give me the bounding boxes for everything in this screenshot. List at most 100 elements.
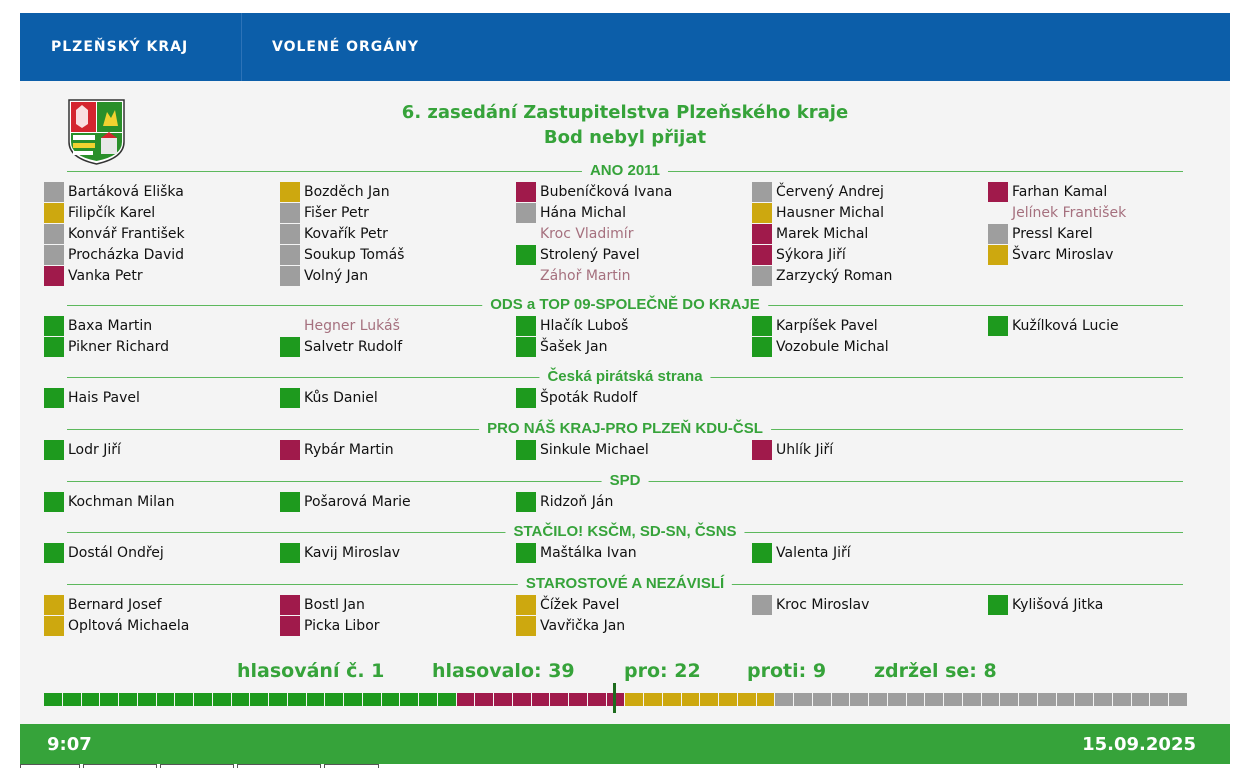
member-name: Bubeníčková Ivana: [540, 184, 673, 200]
member-row: Hlačík Luboš: [516, 316, 628, 336]
vote-bar-segment: [719, 693, 737, 706]
vote-bar-segment: [925, 693, 943, 706]
vote-indicator: [752, 182, 772, 202]
vote-indicator: [516, 492, 536, 512]
vote-bar-segment: [1075, 693, 1093, 706]
member-row: Fišer Petr: [280, 203, 369, 223]
vote-bar-segment: [437, 693, 456, 706]
party-header: ANO 2011: [67, 161, 1183, 181]
vote-bar-segment: [512, 693, 531, 706]
member-row: Hausner Michal: [752, 203, 884, 223]
nav-item-volene-organy[interactable]: VOLENÉ ORGÁNY: [272, 39, 419, 55]
vote-indicator: [44, 388, 64, 408]
member-name: Valenta Jiří: [776, 545, 851, 561]
bottom-tab[interactable]: [20, 764, 80, 768]
nav-item-plzensky-kraj[interactable]: PLZEŇSKÝ KRAJ: [20, 13, 242, 81]
vote-indicator: [516, 224, 536, 244]
vote-bar-segment: [175, 693, 193, 706]
member-name: Kavij Miroslav: [304, 545, 401, 561]
bottom-tab[interactable]: [324, 764, 379, 768]
vote-bar-segment: [775, 693, 793, 706]
member-name: Pressl Karel: [1012, 226, 1093, 242]
member-row: Soukup Tomáš: [280, 245, 404, 265]
vote-bar-segment: [269, 693, 287, 706]
member-row: Rybár Martin: [280, 440, 394, 460]
vote-indicator: [516, 337, 536, 357]
vote-indicator: [752, 440, 772, 460]
vote-indicator: [280, 245, 300, 265]
vote-indicator: [280, 266, 300, 286]
member-row: Valenta Jiří: [752, 543, 851, 563]
member-row: Kužílková Lucie: [988, 316, 1119, 336]
member-name: Pošarová Marie: [304, 494, 411, 510]
vote-indicator: [280, 203, 300, 223]
vote-indicator: [752, 266, 772, 286]
vote-indicator: [44, 245, 64, 265]
member-row: Opltová Michaela: [44, 616, 189, 636]
footer-bar: 9:07 15.09.2025: [20, 724, 1230, 764]
party-name: ODS a TOP 09-SPOLEČNĚ DO KRAJE: [482, 295, 768, 315]
member-row: Kroc Miroslav: [752, 595, 869, 615]
proti-count: proti: 9: [747, 660, 827, 682]
vote-bar-segment: [981, 693, 1000, 706]
bottom-tab[interactable]: [83, 764, 157, 768]
vote-bar-segment: [887, 693, 906, 706]
vote-bar-segment: [531, 693, 550, 706]
vote-bar-segment: [119, 693, 137, 706]
member-row: Lodr Jiří: [44, 440, 121, 460]
member-row: Hegner Lukáš: [280, 316, 400, 336]
member-name: Volný Jan: [304, 268, 369, 284]
member-name: Maštálka Ivan: [540, 545, 637, 561]
vote-indicator: [752, 595, 772, 615]
vote-indicator: [752, 224, 772, 244]
member-name: Salvetr Rudolf: [304, 339, 403, 355]
member-row: Maštálka Ivan: [516, 543, 637, 563]
member-row: Kůs Daniel: [280, 388, 378, 408]
member-name: Bernard Josef: [68, 597, 162, 613]
member-name: Lodr Jiří: [68, 442, 121, 458]
vote-indicator: [516, 182, 536, 202]
member-name: Kůs Daniel: [304, 390, 378, 406]
vote-indicator: [516, 388, 536, 408]
vote-indicator: [44, 266, 64, 286]
vote-bar-segment: [869, 693, 887, 706]
member-row: Salvetr Rudolf: [280, 337, 402, 357]
member-name: Bozděch Jan: [304, 184, 390, 200]
vote-indicator: [752, 203, 772, 223]
vote-bar-segment: [419, 693, 437, 706]
vote-indicator: [752, 316, 772, 336]
vote-bar-segment: [569, 693, 587, 706]
member-name: Kužílková Lucie: [1012, 318, 1119, 334]
current-date: 15.09.2025: [1082, 734, 1196, 755]
vote-indicator: [44, 595, 64, 615]
vote-bar-segment: [681, 693, 700, 706]
bottom-tab[interactable]: [160, 764, 234, 768]
member-name: Ridzoň Ján: [540, 494, 614, 510]
member-name: Vavřička Jan: [540, 618, 626, 634]
vote-indicator: [516, 203, 536, 223]
vote-indicator: [516, 595, 536, 615]
member-row: Pressl Karel: [988, 224, 1093, 244]
vote-indicator: [44, 316, 64, 336]
member-name: Picka Libor: [304, 618, 380, 634]
vote-indicator: [988, 245, 1008, 265]
party-header: STAČILO! KSČM, SD-SN, ČSNS: [67, 522, 1183, 542]
member-name: Dostál Ondřej: [68, 545, 164, 561]
vote-bar-segment: [381, 693, 400, 706]
member-row: Čížek Pavel: [516, 595, 619, 615]
vote-bar-segment: [325, 693, 343, 706]
party-name: Česká pirátská strana: [539, 367, 711, 387]
vote-bar-segment: [137, 693, 156, 706]
member-name: Opltová Michaela: [68, 618, 190, 634]
voted-count: hlasovalo: 39: [432, 660, 575, 682]
vote-bar-segment: [344, 693, 362, 706]
vote-bar-segment: [400, 693, 418, 706]
vote-bar-segment: [81, 693, 100, 706]
member-name: Hausner Michal: [776, 205, 884, 221]
vote-bar-segment: [212, 693, 231, 706]
member-row: Strolený Pavel: [516, 245, 640, 265]
vote-bar-segment: [1112, 693, 1131, 706]
vote-indicator: [44, 337, 64, 357]
bottom-tab[interactable]: [237, 764, 321, 768]
member-row: Pikner Richard: [44, 337, 169, 357]
